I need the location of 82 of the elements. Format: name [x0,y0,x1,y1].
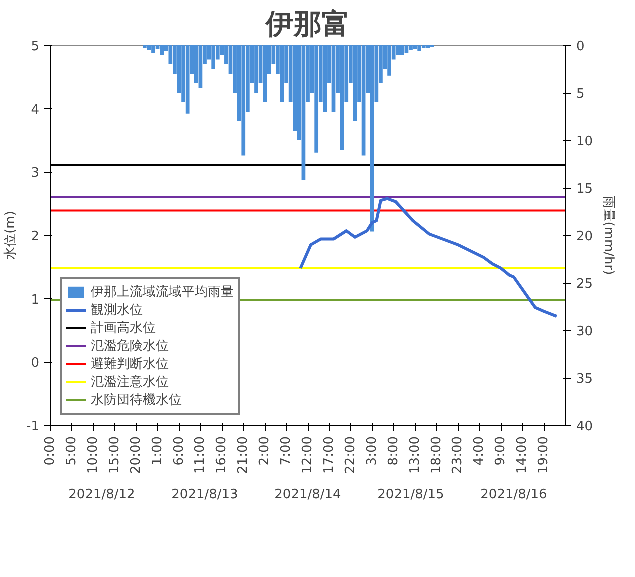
x-tick-label: 14:00 [515,436,530,474]
y-tick-label: -1 [26,420,40,434]
y2-tick-label: 15 [576,182,594,197]
bar [370,46,374,232]
bar [263,46,268,102]
x-tick-label: 15:00 [107,436,122,474]
bar [362,46,366,156]
bar [314,46,319,153]
y2-tick-label: 10 [576,134,594,150]
chart-title: 伊那富 [265,8,350,40]
bar [409,46,413,50]
x-tick-label: 20:00 [128,436,144,474]
x-tick-label: 5:00 [64,436,80,466]
line-series [299,197,558,318]
bar [353,46,358,122]
x-tick-label: 3:00 [364,436,380,466]
bar [242,46,246,156]
text: 2021/8/16 [480,488,548,502]
y-tick-label: 5 [31,40,40,54]
y2-axis-title: 雨量(mm/hr) [601,196,616,276]
bar [212,46,216,70]
x-tick-label: 23:00 [450,436,466,474]
text: 2021/8/15 [378,488,444,502]
bar [160,46,164,55]
bar [426,46,430,48]
x-tick-label: 13:00 [408,436,423,474]
bar [147,46,152,50]
text: 2021/8/12 [68,488,136,502]
x-tick-label: 19:00 [536,436,552,474]
legend-label: 計画高水位 [91,320,156,337]
bar [280,46,284,102]
y2-tick-label: 25 [576,277,594,292]
legend-label: 伊那上流域流域平均雨量 [91,284,234,301]
x-tick-label: 22:00 [343,436,358,474]
y2-tick-label: 0 [576,40,585,54]
bar [142,46,147,48]
legend-label: 水防団待機水位 [91,392,182,409]
x-tick-label: 0:00 [43,436,58,466]
x-tick-label: 16:00 [214,436,230,474]
y2-tick-label: 20 [576,230,594,244]
x-tick-label: 4:00 [472,436,488,466]
y2-tick-label: 30 [576,324,594,340]
text: 2021/8/14 [274,488,342,502]
text: 2021/8/13 [172,488,238,502]
bar [302,46,306,180]
y-tick-label: 2 [31,230,40,244]
bar [186,46,190,114]
bar [400,46,404,55]
y-tick-label: 1 [31,292,40,308]
x-tick-label: 18:00 [429,436,444,474]
x-tick-label: 21:00 [236,436,252,474]
x-tick-label: 6:00 [172,436,187,466]
bar [323,46,328,112]
x-tick-label: 11:00 [193,436,208,474]
bar [340,46,344,150]
bar [413,46,418,50]
legend-label: 氾濫危険水位 [91,338,169,355]
x-tick-label: 8:00 [386,436,402,466]
legend-label: 氾濫注意水位 [91,374,169,391]
bar [418,46,422,52]
x-tick-label: 1:00 [150,436,166,466]
bar [254,46,258,93]
legend-label: 観測水位 [91,302,143,319]
x-tick-label: 7:00 [279,436,294,466]
bar [332,46,336,112]
bar [404,46,409,54]
bar [198,46,203,88]
x-tick-label: 2:00 [258,436,273,466]
y-tick-label: 0 [31,356,40,372]
x-tick-label: 10:00 [86,436,101,474]
bar [152,46,156,54]
y-tick-label: 4 [31,102,40,118]
legend-label: 避難判断水位 [91,356,169,373]
y2-tick-label: 5 [576,87,585,102]
y-axis-title: 水位(m) [4,211,19,260]
y2-tick-label: 40 [576,420,594,434]
x-tick-label: 9:00 [494,436,509,466]
y-tick-label: 3 [31,166,40,182]
bar [422,46,426,48]
y2-tick-label: 35 [576,372,594,387]
x-tick-label: 17:00 [322,436,337,474]
x-tick-label: 12:00 [300,436,316,474]
